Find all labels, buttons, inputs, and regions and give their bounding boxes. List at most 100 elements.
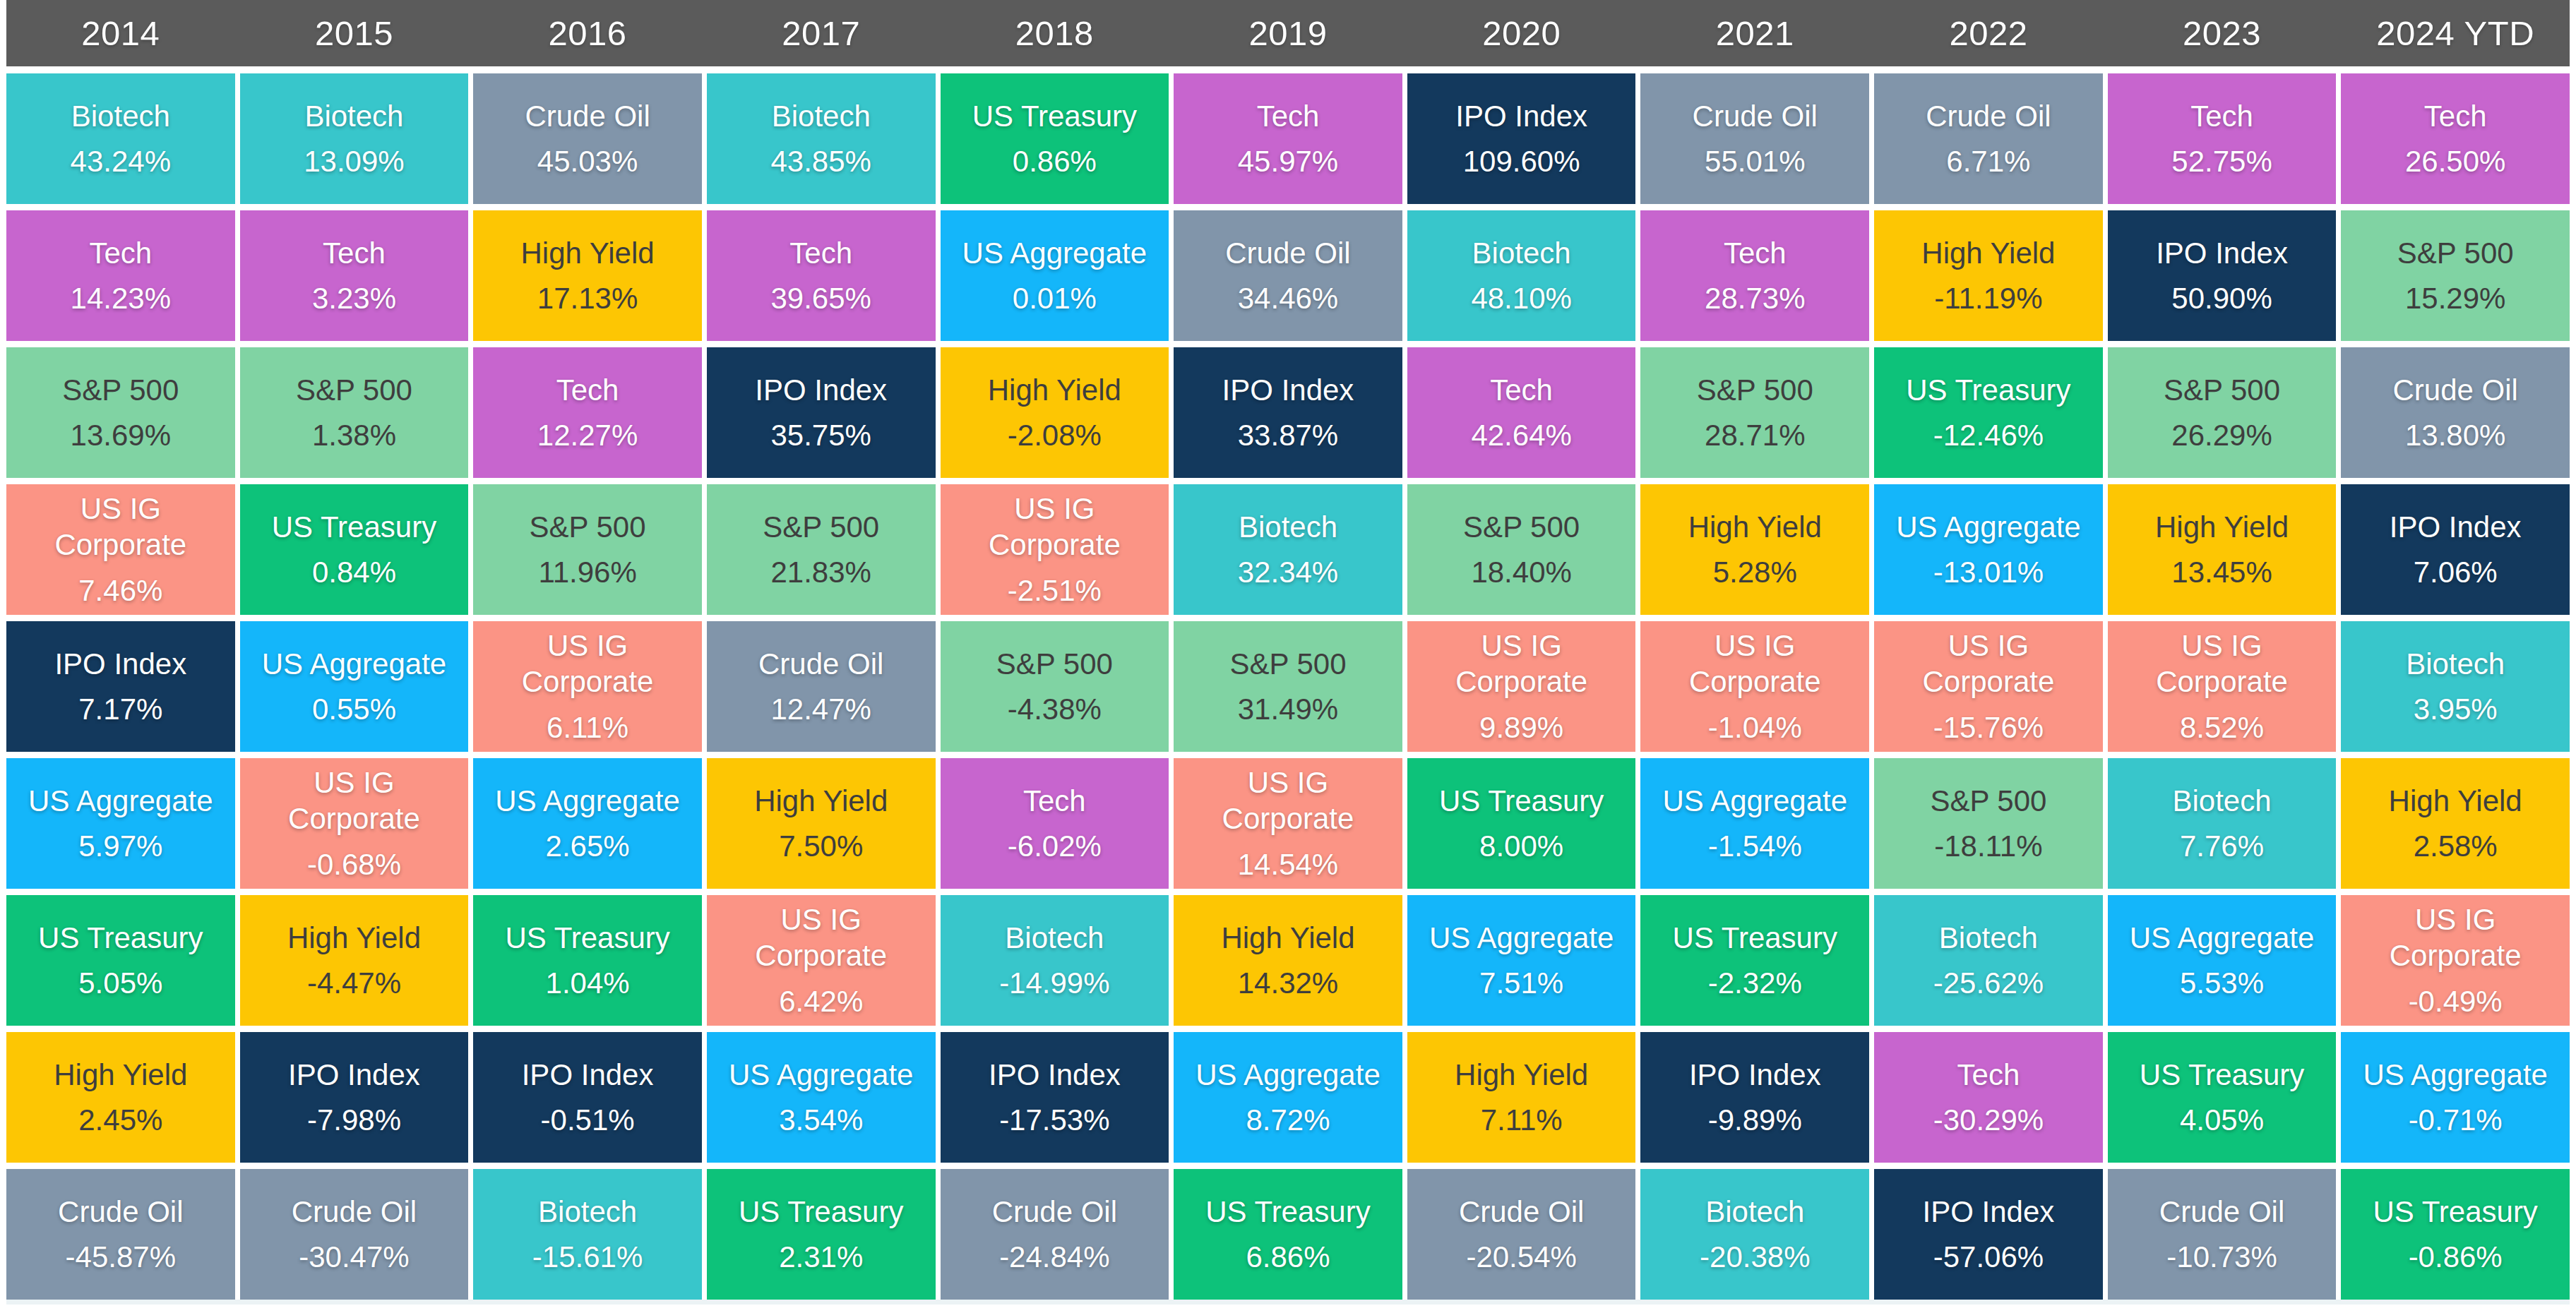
asset-return-value: 3.95% (2414, 691, 2498, 727)
asset-return-value: 21.83% (770, 554, 871, 590)
asset-name: US IG Corporate (15, 491, 227, 563)
asset-return-value: 2.58% (2414, 828, 2498, 864)
asset-return-value: 5.53% (2180, 965, 2264, 1001)
asset-return-value: -30.29% (1933, 1102, 2044, 1138)
asset-name: US Aggregate (1896, 509, 2081, 545)
asset-name: US Treasury (2140, 1057, 2304, 1093)
return-cell: Biotech13.09% (240, 73, 469, 204)
return-cell: IPO Index35.75% (707, 347, 936, 478)
asset-name: IPO Index (54, 646, 186, 682)
year-header-label: 2016 (473, 13, 702, 53)
asset-return-value: 55.01% (1705, 143, 1805, 179)
return-cell: US Treasury 6.86% (1174, 1169, 1402, 1300)
asset-name: Crude Oil (58, 1194, 183, 1230)
return-cell: S&P 50028.71% (1640, 347, 1869, 478)
asset-name: Biotech (538, 1194, 637, 1230)
asset-return-value: 13.80% (2405, 417, 2505, 453)
asset-return-value: -17.53% (999, 1102, 1109, 1138)
year-header-bar: 2014201520162017201820192020202120222023… (6, 0, 2570, 66)
return-cell: Biotech3.95% (2341, 621, 2570, 752)
asset-return-value: 7.46% (78, 572, 162, 608)
asset-return-value: 28.73% (1705, 280, 1805, 316)
year-header-label: 2022 (1874, 13, 2103, 53)
asset-name: Tech (89, 235, 152, 271)
asset-name: Biotech (71, 98, 170, 134)
asset-return-value: 1.38% (312, 417, 396, 453)
asset-return-value: 109.60% (1463, 143, 1580, 179)
asset-return-value: -25.62% (1933, 965, 2044, 1001)
asset-return-value: 12.47% (770, 691, 871, 727)
return-cell: US IG Corporate 7.46% (6, 484, 235, 615)
asset-name: US Aggregate (1663, 783, 1848, 819)
asset-name: S&P 500 (1463, 509, 1580, 545)
return-cell: IPO Index-57.06% (1874, 1169, 2103, 1300)
return-cell: US Treasury0.86% (941, 73, 1169, 204)
asset-name: S&P 500 (2164, 372, 2280, 408)
return-cell: US Treasury1.04% (473, 895, 702, 1026)
return-cell: S&P 50013.69% (6, 347, 235, 478)
asset-return-value: -1.04% (1708, 709, 1802, 745)
return-cell: IPO Index-9.89% (1640, 1032, 1869, 1163)
return-cell: Crude Oil55.01% (1640, 73, 1869, 204)
asset-return-value: -0.68% (307, 846, 401, 882)
asset-return-value: 2.65% (546, 828, 630, 864)
year-header-label: 2023 (2108, 13, 2337, 53)
return-cell: High Yield14.32% (1174, 895, 1402, 1026)
asset-name: High Yield (2389, 783, 2522, 819)
asset-name: IPO Index (1923, 1194, 2055, 1230)
asset-name: High Yield (1688, 509, 1822, 545)
return-cell: IPO Index50.90% (2108, 210, 2337, 341)
asset-name: Biotech (1705, 1194, 1804, 1230)
asset-name: Biotech (1939, 920, 2038, 956)
return-cell: Tech 26.50% (2341, 73, 2570, 204)
asset-return-value: 7.17% (78, 691, 162, 727)
asset-return-value: -15.61% (532, 1239, 643, 1275)
asset-return-value: -45.87% (66, 1239, 176, 1275)
asset-name: Crude Oil (1926, 98, 2051, 134)
asset-return-value: 5.97% (78, 828, 162, 864)
asset-return-value: 0.86% (1013, 143, 1097, 179)
return-cell: S&P 50011.96% (473, 484, 702, 615)
return-cell: S&P 50018.40% (1407, 484, 1636, 615)
asset-name: IPO Index (989, 1057, 1121, 1093)
return-cell: Crude Oil12.47% (707, 621, 936, 752)
return-cell: High Yield13.45% (2108, 484, 2337, 615)
return-cell: US Aggregate8.72% (1174, 1032, 1402, 1163)
asset-return-value: 2.45% (78, 1102, 162, 1138)
return-cell: US Aggregate7.51% (1407, 895, 1636, 1026)
asset-name: Tech (2424, 98, 2487, 134)
asset-name: US Treasury (739, 1194, 903, 1230)
asset-name: US Treasury (1205, 1194, 1370, 1230)
asset-name: S&P 500 (996, 646, 1113, 682)
return-cell: US Treasury2.31% (707, 1169, 936, 1300)
asset-return-value: 52.75% (2171, 143, 2272, 179)
asset-name: IPO Index (1222, 372, 1354, 408)
asset-return-value: 13.09% (304, 143, 404, 179)
asset-name: US IG Corporate (1416, 628, 1628, 700)
asset-return-value: -1.54% (1708, 828, 1802, 864)
asset-name: US Treasury (2373, 1194, 2537, 1230)
return-cell: US Aggregate-0.71% (2341, 1032, 2570, 1163)
year-header-label: 2014 (6, 13, 235, 53)
asset-name: Crude Oil (2392, 372, 2517, 408)
year-header-label: 2015 (240, 13, 469, 53)
asset-return-value: 6.86% (1246, 1239, 1330, 1275)
asset-return-value: -0.49% (2409, 983, 2503, 1019)
return-cell: Biotech43.24% (6, 73, 235, 204)
return-cell: US IG Corporate-15.76% (1874, 621, 2103, 752)
asset-name: US IG Corporate (2116, 628, 2328, 700)
return-cell: Tech52.75% (2108, 73, 2337, 204)
return-cell: High Yield17.13% (473, 210, 702, 341)
asset-name: US Treasury (38, 920, 203, 956)
return-cell: High Yield2.45% (6, 1032, 235, 1163)
asset-name: S&P 500 (1697, 372, 1813, 408)
bottom-strip (6, 1300, 2570, 1305)
return-cell: US Treasury5.05% (6, 895, 235, 1026)
asset-name: US Treasury (1906, 372, 2070, 408)
return-cell: Biotech-20.38% (1640, 1169, 1869, 1300)
asset-name: US IG Corporate (1883, 628, 2094, 700)
asset-name: S&P 500 (530, 509, 646, 545)
return-cell: Crude Oil45.03% (473, 73, 702, 204)
asset-return-value: 26.50% (2405, 143, 2505, 179)
returns-grid: Biotech43.24%Biotech13.09%Crude Oil45.03… (6, 73, 2570, 1300)
